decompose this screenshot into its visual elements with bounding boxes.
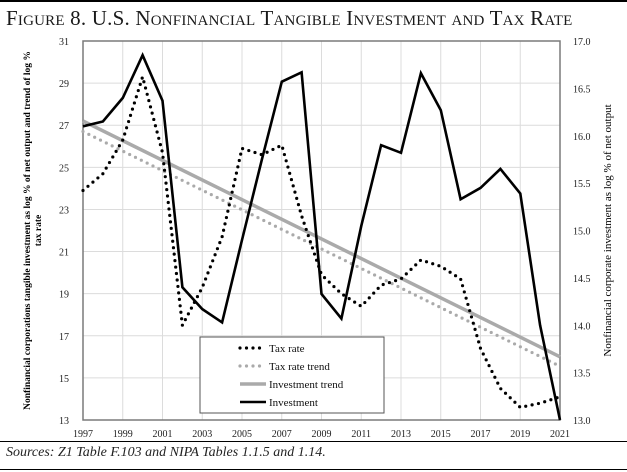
figure-title: Figure 8. U.S. Nonfinancial Tangible Inv… bbox=[6, 6, 573, 30]
y-axis-right-ticks: 17.0 16.5 16.0 15.5 15.0 14.5 14.0 13.5 13.0 bbox=[573, 37, 591, 427]
plot-frame bbox=[82, 40, 561, 421]
x-tick-label: 2011 bbox=[351, 429, 371, 440]
y-tick-label: 27 bbox=[59, 121, 69, 132]
legend-label-investment-trend: Investment trend bbox=[269, 379, 344, 391]
y-tick-label: 13 bbox=[59, 416, 69, 427]
y-axis-left-label-line2: tax rate bbox=[34, 215, 44, 246]
y2-tick-label: 14.0 bbox=[573, 321, 591, 332]
y-tick-label: 29 bbox=[59, 79, 69, 90]
series-lines bbox=[81, 52, 562, 421]
x-tick-label: 2007 bbox=[272, 429, 292, 440]
y2-tick-label: 15.0 bbox=[573, 227, 591, 238]
legend: Tax rate Tax rate trend Investment trend In… bbox=[199, 336, 385, 414]
x-tick-label: 2021 bbox=[550, 429, 570, 440]
y-tick-label: 21 bbox=[59, 248, 69, 259]
x-tick-label: 2017 bbox=[471, 429, 491, 440]
chart-container: 31 29 27 25 23 21 19 17 15 13 17.0 16.5 16.0 15.5 15.… bbox=[0, 30, 627, 440]
x-tick-label: 2001 bbox=[153, 429, 173, 440]
series-investment-trend bbox=[82, 119, 561, 359]
y-tick-label: 23 bbox=[59, 205, 69, 216]
x-tick-label: 2019 bbox=[510, 429, 530, 440]
y-tick-label: 19 bbox=[59, 290, 69, 301]
x-tick-label: 2005 bbox=[232, 429, 252, 440]
source-divider-top bbox=[0, 441, 627, 442]
source-note: Sources: Z1 Table F.103 and NIPA Tables … bbox=[6, 445, 326, 460]
legend-box bbox=[199, 336, 385, 414]
x-tick-label: 2009 bbox=[312, 429, 332, 440]
series-tax-rate bbox=[81, 71, 562, 410]
y-tick-label: 15 bbox=[59, 374, 69, 385]
y2-tick-label: 16.5 bbox=[573, 84, 591, 95]
line-chart: 31 29 27 25 23 21 19 17 15 13 17.0 16.5 16.0 15.5 15.… bbox=[23, 37, 614, 440]
y2-tick-label: 17.0 bbox=[573, 37, 591, 48]
title-bar: Figure 8. U.S. Nonfinancial Tangible Inv… bbox=[0, 0, 627, 32]
x-tick-label: 2013 bbox=[391, 429, 411, 440]
legend-label-investment: Investment bbox=[269, 397, 318, 409]
y-axis-left-label-line1: Nonfinancial corporations tangible inves… bbox=[23, 51, 33, 410]
x-tick-label: 1999 bbox=[113, 429, 133, 440]
y-axis-left-label: Nonfinancial corporations tangible inves… bbox=[23, 51, 44, 410]
x-tick-label: 2003 bbox=[192, 429, 212, 440]
y2-tick-label: 13.5 bbox=[573, 369, 591, 380]
y-axis-left-ticks: 31 29 27 25 23 21 19 17 15 13 bbox=[59, 37, 69, 427]
y2-tick-label: 14.5 bbox=[573, 274, 591, 285]
source-divider-bottom bbox=[0, 469, 627, 470]
series-investment bbox=[82, 52, 562, 421]
legend-label-tax-rate: Tax rate bbox=[269, 343, 305, 355]
series-tax-rate-trend bbox=[81, 129, 562, 368]
y2-tick-label: 13.0 bbox=[573, 416, 591, 427]
y-axis-right-label: Nonfinancial corporate investment as log… bbox=[602, 104, 614, 356]
y-tick-label: 25 bbox=[59, 163, 69, 174]
y2-tick-label: 15.5 bbox=[573, 179, 591, 190]
y-tick-label: 31 bbox=[59, 37, 69, 48]
y2-tick-label: 16.0 bbox=[573, 132, 591, 143]
x-tick-label: 2015 bbox=[431, 429, 451, 440]
x-axis-ticks: 1997 1999 2001 2003 2005 2007 2009 2011 2013 2015… bbox=[73, 429, 570, 440]
y-tick-label: 17 bbox=[59, 332, 69, 343]
legend-label-tax-rate-trend: Tax rate trend bbox=[269, 361, 330, 373]
x-tick-label: 1997 bbox=[73, 429, 93, 440]
